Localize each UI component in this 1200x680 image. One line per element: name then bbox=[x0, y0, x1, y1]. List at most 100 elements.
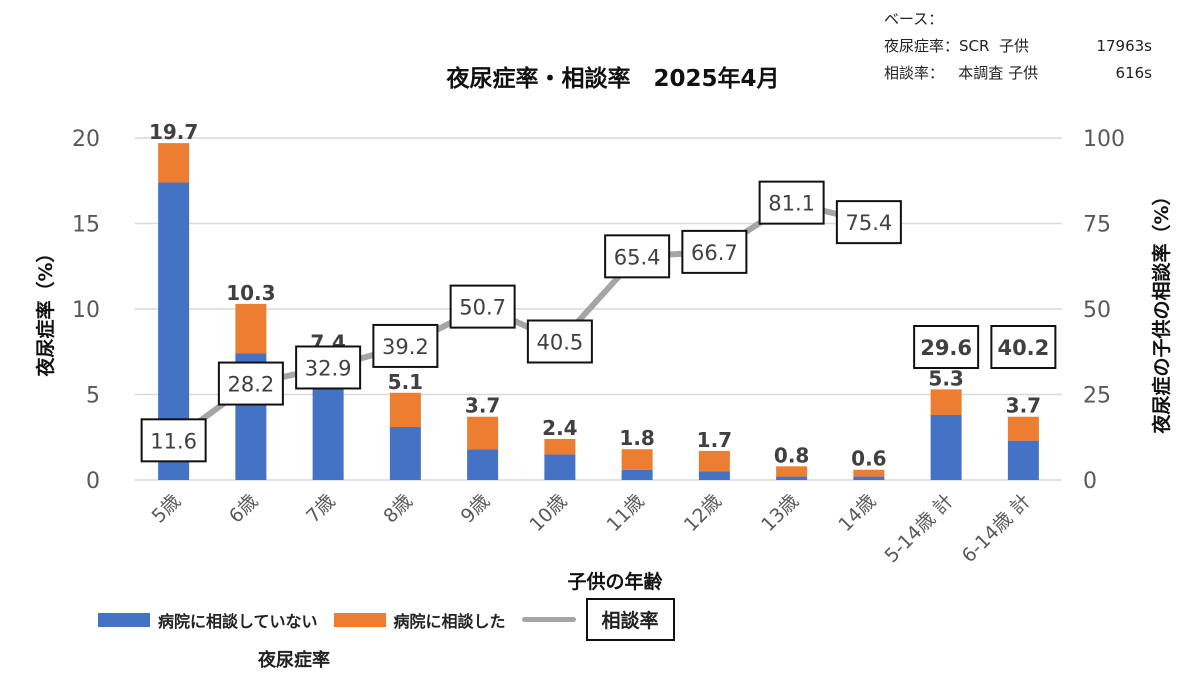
bar-consulted bbox=[776, 466, 808, 477]
total-rate-label: 40.2 bbox=[997, 336, 1049, 360]
bar-consulted bbox=[467, 416, 499, 450]
bars bbox=[158, 143, 1039, 480]
total-label: 0.8 bbox=[774, 443, 809, 467]
bar-consulted bbox=[158, 143, 190, 183]
legend-item-consulted: 病院に相談した bbox=[333, 608, 506, 632]
legend-label: 病院に相談していない bbox=[158, 611, 318, 631]
rate-label-box bbox=[835, 200, 902, 245]
total-label: 0.6 bbox=[851, 447, 886, 471]
total-label: 5.1 bbox=[388, 370, 423, 394]
y-axis-title: 夜尿症率（%） bbox=[34, 243, 57, 377]
bar-not-consulted bbox=[389, 426, 421, 480]
y2-tick-label: 100 bbox=[1083, 127, 1125, 152]
legend-swatch-line bbox=[521, 617, 576, 622]
bar-not-consulted bbox=[698, 471, 730, 480]
rate-label: 65.4 bbox=[614, 245, 661, 269]
rate-line bbox=[171, 199, 870, 443]
x-axis-ticks: 5歳 6歳 7歳 8歳 9歳 10歳 11歳 12歳 13歳 14歳 5-14歳 計 6-14歳 計 bbox=[148, 490, 1035, 567]
y2-tick-label: 0 bbox=[1083, 469, 1097, 494]
legend-group-label: 夜尿症率 bbox=[258, 650, 330, 671]
base-note-label: 相談率： 本調査 子供 bbox=[884, 64, 1039, 82]
x-tick-label: 7歳 bbox=[302, 490, 340, 528]
bar-consulted bbox=[698, 450, 730, 472]
x-tick-label: 11歳 bbox=[603, 490, 649, 536]
rate-label-box bbox=[449, 284, 516, 329]
base-note: ベース： 夜尿症率：SCR 子供 17963s 相談率： 本調査 子供 616s bbox=[884, 6, 1152, 87]
rate-label: 32.9 bbox=[305, 356, 352, 380]
right-axis-ticks: 0 25 50 75 100 bbox=[1083, 127, 1125, 494]
base-note-label: 夜尿症率：SCR 子供 bbox=[884, 37, 1029, 55]
bar-not-consulted bbox=[467, 449, 499, 480]
x-tick-label: 13歳 bbox=[757, 490, 803, 536]
total-rate-label: 29.6 bbox=[920, 336, 972, 360]
y-tick-label: 5 bbox=[86, 384, 100, 409]
data-labels: 19.710.37.45.13.72.4 1.8 1.70.8 0.65.33.711… bbox=[140, 120, 1057, 471]
bar-consulted bbox=[235, 303, 267, 354]
rate-label-box bbox=[604, 234, 671, 279]
rate-label-box bbox=[372, 323, 439, 368]
rate-label: 40.5 bbox=[536, 330, 583, 354]
x-tick-label: 10歳 bbox=[525, 490, 571, 536]
x-tick-label: 8歳 bbox=[379, 490, 417, 528]
base-note-value: 616s bbox=[1115, 64, 1152, 82]
total-rate-label-box bbox=[990, 325, 1057, 369]
bar-not-consulted bbox=[853, 476, 885, 480]
y-tick-label: 15 bbox=[72, 213, 100, 238]
y2-tick-label: 25 bbox=[1083, 384, 1111, 409]
rate-label-box bbox=[295, 345, 362, 390]
bar-consulted bbox=[544, 438, 576, 455]
rate-label: 50.7 bbox=[459, 296, 506, 320]
bar-not-consulted bbox=[930, 415, 962, 480]
x-tick-label: 14歳 bbox=[834, 490, 880, 536]
legend-label: 病院に相談した bbox=[393, 611, 506, 631]
rate-label: 66.7 bbox=[691, 241, 738, 265]
x-tick-label: 6-14歳 計 bbox=[958, 490, 1035, 567]
legend-label: 相談率 bbox=[585, 598, 675, 641]
rate-label-box bbox=[217, 361, 284, 406]
chart-title: 夜尿症率・相談率 2025年4月 bbox=[445, 65, 779, 92]
x-tick-label: 12歳 bbox=[680, 490, 726, 536]
bar-not-consulted bbox=[776, 476, 808, 480]
total-label: 5.3 bbox=[928, 366, 963, 390]
x-tick-label: 5-14歳 計 bbox=[880, 490, 957, 567]
rate-label-box bbox=[758, 180, 825, 225]
left-axis-ticks: 0 5 10 15 20 bbox=[72, 127, 100, 494]
y-tick-label: 0 bbox=[86, 469, 100, 494]
rate-label: 81.1 bbox=[768, 192, 815, 216]
rate-label-box bbox=[526, 319, 593, 364]
bar-not-consulted bbox=[1007, 440, 1039, 480]
base-note-row: 相談率： 本調査 子供 616s bbox=[884, 60, 1152, 87]
gridlines bbox=[135, 137, 1062, 481]
y2-axis-title: 夜尿症の子供の相談率（%） bbox=[1150, 186, 1173, 434]
x-tick-label: 5歳 bbox=[148, 490, 186, 528]
rate-line-path bbox=[171, 199, 870, 443]
rate-label: 11.6 bbox=[150, 429, 197, 453]
x-tick-label: 6歳 bbox=[225, 490, 263, 528]
bar-consulted bbox=[853, 469, 885, 477]
total-label: 3.7 bbox=[1006, 394, 1041, 418]
total-label: 2.4 bbox=[542, 416, 577, 440]
y2-tick-label: 50 bbox=[1083, 298, 1111, 323]
base-note-row: 夜尿症率：SCR 子供 17963s bbox=[884, 33, 1152, 60]
total-label: 1.8 bbox=[619, 426, 654, 450]
rate-label-box bbox=[140, 418, 207, 463]
total-label: 10.3 bbox=[226, 281, 275, 305]
base-note-value: 17963s bbox=[1096, 37, 1152, 55]
bar-consulted bbox=[1007, 416, 1039, 441]
rate-label: 28.2 bbox=[227, 373, 274, 397]
rate-label: 39.2 bbox=[382, 335, 429, 359]
total-label: 19.7 bbox=[149, 120, 198, 144]
legend: 病院に相談していない 病院に相談した 相談率 bbox=[98, 598, 691, 641]
bar-not-consulted bbox=[544, 454, 576, 480]
bar-consulted bbox=[389, 392, 421, 427]
rate-label: 75.4 bbox=[845, 211, 892, 235]
total-label: 3.7 bbox=[465, 394, 500, 418]
bar-consulted bbox=[930, 389, 962, 416]
total-label: 1.7 bbox=[697, 428, 732, 452]
legend-item-not-consulted: 病院に相談していない bbox=[98, 608, 318, 632]
base-note-heading: ベース： bbox=[884, 10, 944, 28]
y2-tick-label: 75 bbox=[1083, 213, 1111, 238]
legend-swatch-blue bbox=[98, 612, 150, 627]
legend-item-rate: 相談率 bbox=[521, 598, 675, 641]
